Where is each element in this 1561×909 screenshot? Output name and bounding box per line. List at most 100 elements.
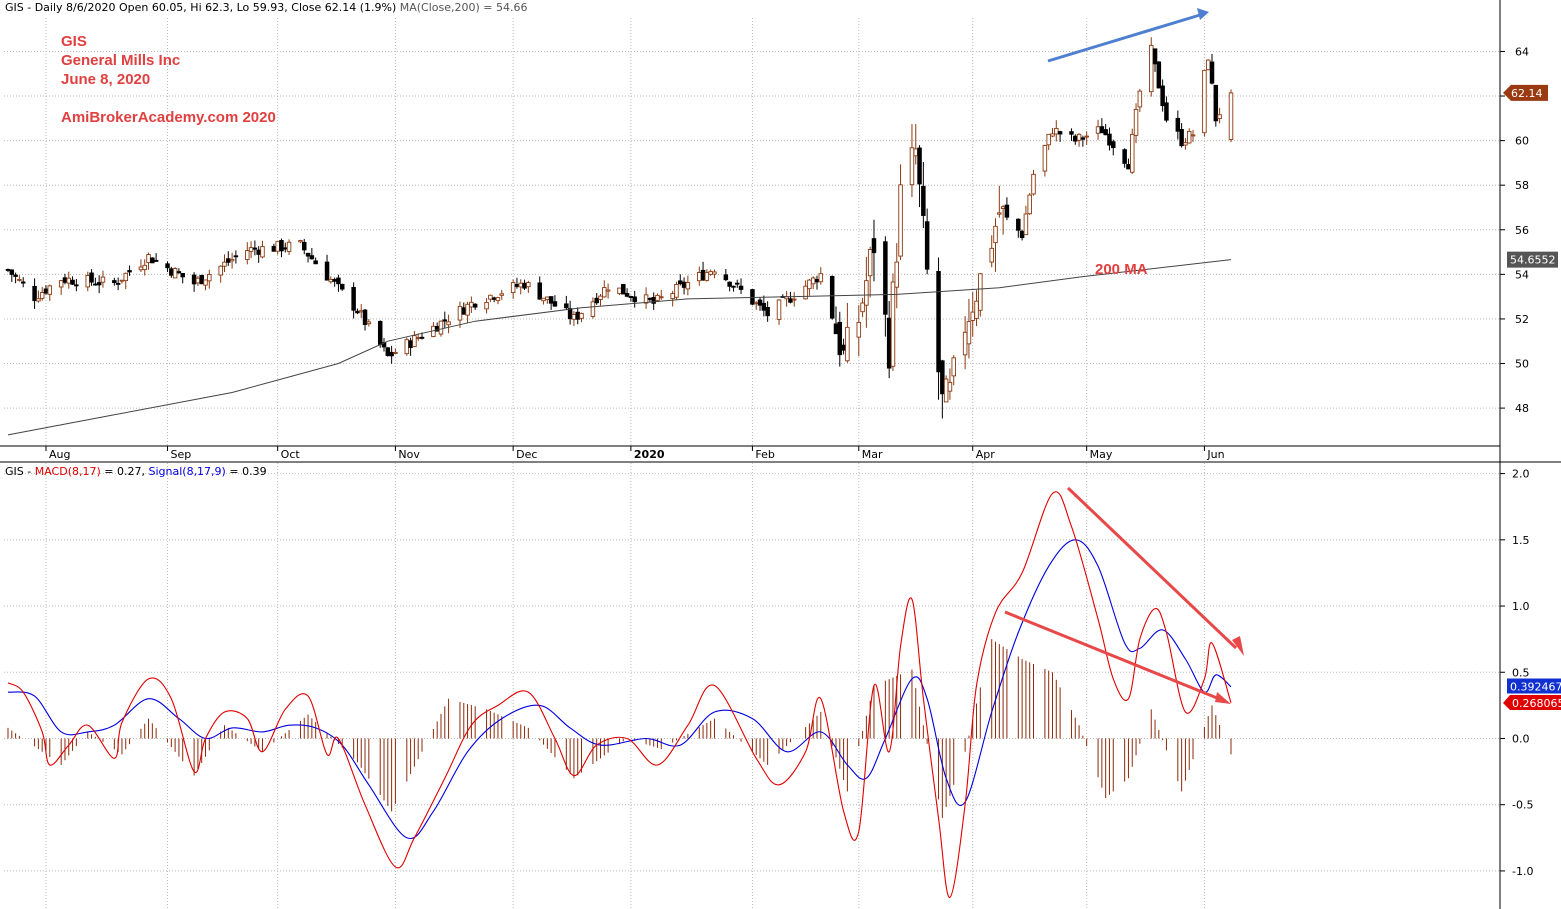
candle-body [670, 293, 675, 300]
candle-body [366, 321, 372, 325]
candle-body [704, 272, 710, 281]
candle-body [1042, 145, 1048, 172]
candle-body [1179, 129, 1184, 147]
candle-body [909, 147, 915, 186]
price-header-ma: MA(Close,200) = 54.66 [399, 1, 528, 14]
candle-body [917, 147, 922, 185]
candle-body [495, 297, 501, 302]
candle-body [362, 309, 368, 325]
x-axis-label: Feb [755, 448, 774, 461]
x-axis-label: Nov [398, 448, 420, 461]
red-arrow-head-upper [1232, 636, 1244, 656]
price-y-tick-label: 50 [1515, 358, 1529, 371]
candle-body [890, 281, 896, 367]
candle-body [997, 212, 1002, 215]
candle-body [457, 305, 463, 321]
candle-body [647, 297, 653, 300]
candle-body [708, 271, 713, 275]
candle-body [1095, 126, 1101, 134]
candle-body [867, 249, 873, 277]
candle-body [461, 307, 467, 315]
candle-body [172, 268, 178, 279]
signal-value-tag-label: 0.392467 [1510, 680, 1561, 693]
annotation-company: General Mills Inc [61, 52, 181, 69]
candle-body [1023, 213, 1029, 236]
candle-body [119, 279, 125, 282]
candle-body [1183, 142, 1188, 146]
candle-body [738, 285, 744, 290]
candle-body [415, 337, 421, 339]
candle-body [36, 298, 41, 302]
candle-body [579, 312, 584, 319]
x-axis-label: Jun [1206, 448, 1224, 461]
candle-body [537, 282, 542, 300]
candle-body [332, 279, 337, 282]
price-y-tick-label: 64 [1515, 45, 1529, 58]
candle-body [9, 269, 15, 275]
candle-body [898, 184, 903, 257]
candle-body [1084, 135, 1089, 138]
candle-body [833, 323, 839, 335]
candlestick-series [5, 37, 1234, 419]
candle-body [355, 310, 360, 314]
candle-body [1190, 134, 1196, 137]
candle-body [856, 321, 862, 338]
candle-body [989, 247, 994, 263]
candle-body [1122, 149, 1127, 164]
candle-body [571, 313, 577, 320]
candle-body [20, 281, 26, 284]
candle-body [1175, 117, 1181, 132]
candle-body [17, 278, 22, 281]
candle-body [894, 261, 900, 288]
candle-body [1156, 61, 1162, 89]
candle-body [1217, 114, 1222, 120]
candle-body [146, 254, 151, 264]
candle-body [552, 301, 558, 307]
candle-body [351, 286, 356, 311]
candle-body [594, 297, 599, 304]
candle-body [921, 185, 926, 216]
price-header-prefix: GIS - Daily 8/6/2020 Open 60.05, Hi 62.3… [5, 1, 397, 14]
candle-body [940, 360, 945, 395]
red-trend-arrow-lower [1004, 610, 1223, 702]
macd-line [7, 491, 1232, 898]
candle-body [1209, 61, 1215, 84]
candle-body [936, 271, 941, 373]
candle-body [913, 148, 919, 157]
candle-body [545, 296, 550, 301]
candle-body [115, 282, 121, 285]
candle-body [305, 252, 311, 257]
candle-body [1148, 44, 1154, 93]
signal-header-label: Signal(8,17,9) [148, 465, 226, 478]
candle-body [943, 378, 949, 403]
macd-y-tick-label: 0.0 [1512, 732, 1530, 745]
candle-body [757, 299, 763, 306]
candle-body [1133, 109, 1139, 136]
red-arrow-head-lower [1215, 692, 1231, 704]
candle-body [723, 274, 729, 281]
candle-body [275, 241, 280, 252]
candle-body [674, 283, 679, 298]
candle-body [617, 287, 622, 295]
candle-body [1019, 230, 1025, 239]
candle-body [974, 300, 979, 319]
candle-body [632, 296, 637, 303]
macd-y-tick-label: -1.0 [1512, 865, 1533, 878]
candle-body [845, 326, 850, 362]
candle-body [472, 303, 478, 308]
candle-body [541, 297, 546, 302]
candle-body [393, 352, 398, 354]
candle-body [127, 270, 132, 273]
candle-body [924, 221, 930, 270]
price-y-tick-label: 56 [1515, 224, 1529, 237]
candle-body [605, 289, 611, 292]
candle-body [522, 282, 527, 289]
candle-body [313, 260, 318, 265]
candle-body [1069, 131, 1074, 135]
macd-histogram [7, 639, 1232, 818]
candle-body [339, 283, 345, 290]
macd-value-tag-label: 0.268065 [1512, 697, 1561, 710]
x-axis-label: Oct [281, 448, 301, 461]
candle-body [1004, 204, 1010, 218]
candle-body [138, 266, 144, 271]
